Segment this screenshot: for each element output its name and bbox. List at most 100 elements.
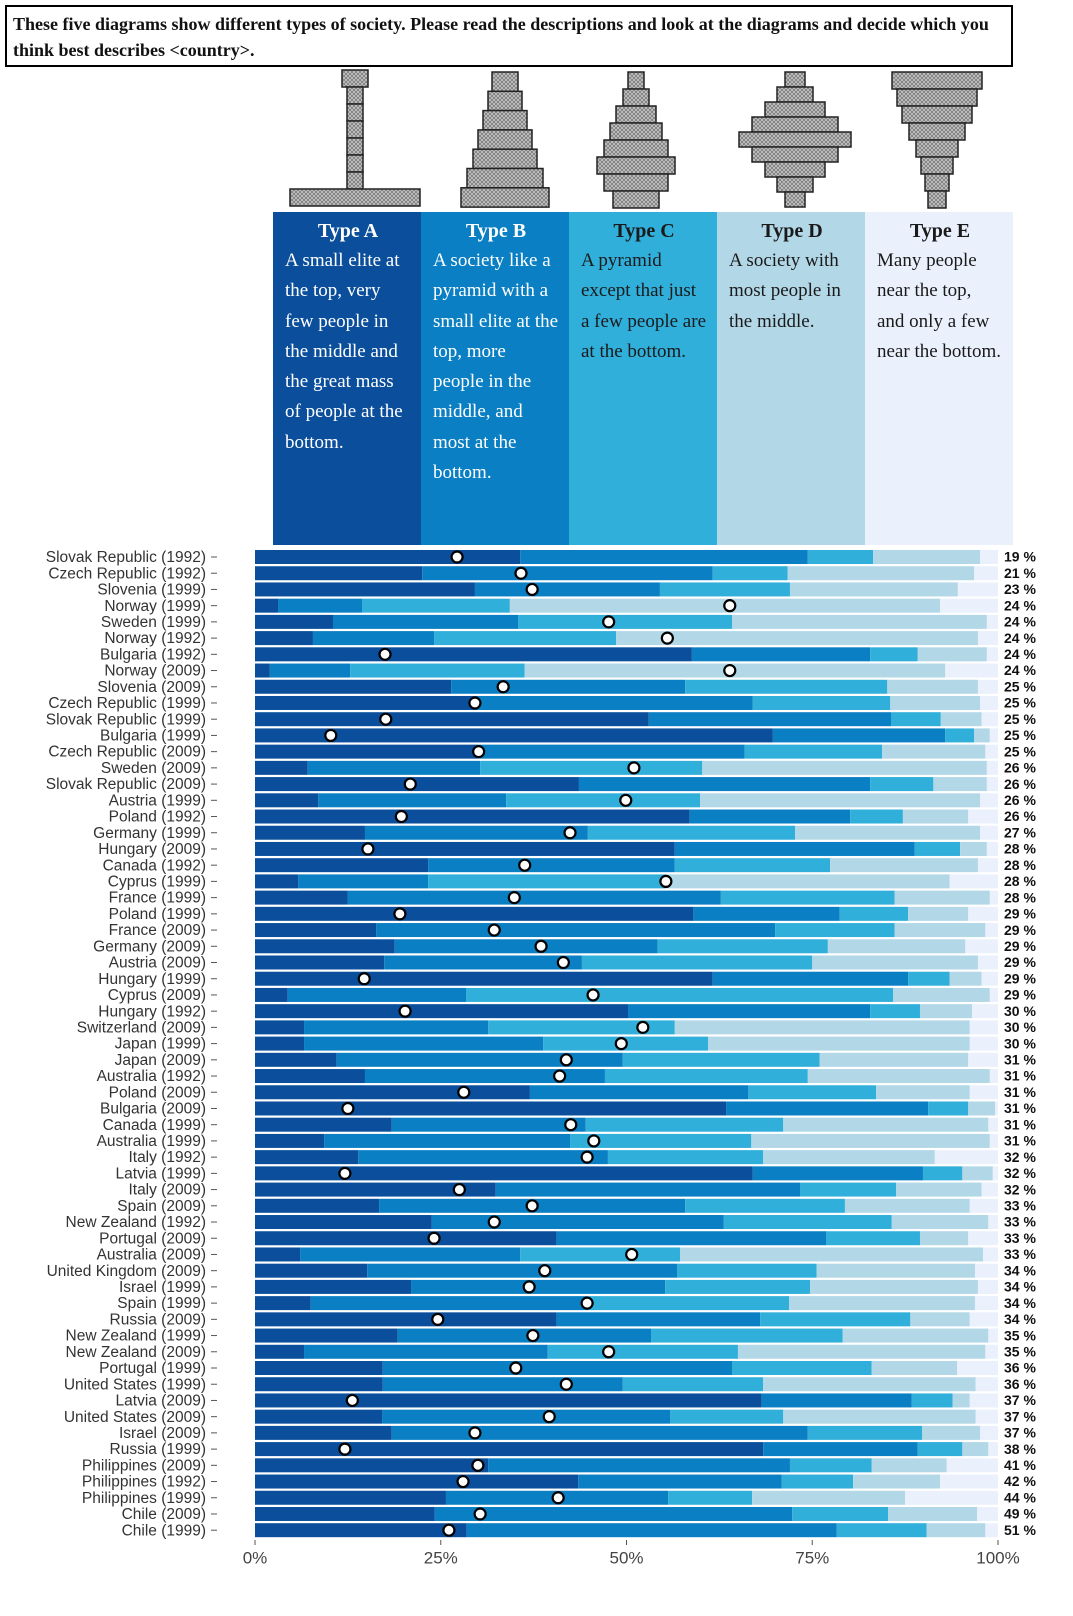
bar-segment: [689, 809, 851, 824]
bar-segment: [957, 1361, 998, 1375]
bar-segment: [732, 614, 987, 629]
bar-segment: [255, 582, 475, 597]
bar-segment: [587, 1296, 790, 1311]
marker: [473, 1507, 487, 1521]
bar-segment: [255, 1377, 383, 1392]
marker: [525, 582, 539, 597]
bar-segment: [495, 1182, 801, 1197]
bar-segment: [674, 841, 915, 856]
bar-segment: [853, 1474, 941, 1489]
bar-segment: [974, 1296, 998, 1311]
bar-segment: [255, 1328, 398, 1343]
marker: [324, 728, 338, 743]
bar-segment: [255, 971, 713, 986]
marker: [660, 631, 674, 645]
marker: [723, 663, 737, 678]
bar-segment: [871, 1361, 958, 1375]
bar-segment: [474, 582, 660, 597]
bar-segment: [888, 1506, 978, 1521]
marker: [619, 793, 633, 807]
right-label: 37 %: [1004, 1392, 1036, 1408]
row-label: Australia (2009): [97, 1247, 206, 1264]
type-description: A small elite at the top, very few peopl…: [285, 250, 403, 453]
marker: [338, 1442, 352, 1456]
bar-segment: [674, 1020, 970, 1035]
bar-segment: [255, 1069, 365, 1084]
bar-segment: [812, 955, 978, 970]
bar-segment: [752, 695, 891, 710]
bar-segment: [255, 793, 319, 808]
bar-segment: [627, 1004, 871, 1019]
bar-segment: [578, 1474, 782, 1489]
right-label: 28 %: [1004, 873, 1036, 889]
bar-segment: [255, 1409, 383, 1424]
right-label: 37 %: [1004, 1408, 1036, 1424]
type-box: Type D A society with most people in the …: [717, 212, 865, 545]
x-tick-label: 75%: [795, 1548, 829, 1567]
pyramid-layer: [924, 173, 950, 192]
bar-segment: [659, 582, 790, 597]
bar-segment: [677, 1263, 817, 1278]
bar-segment: [451, 679, 686, 694]
bar-segment: [986, 777, 998, 792]
marker: [602, 615, 616, 629]
row-label: Italy (1992): [128, 1149, 206, 1166]
row-label: Philippines (1992): [82, 1474, 206, 1491]
bar-segment: [760, 1312, 911, 1327]
right-label: 30 %: [1004, 1003, 1036, 1019]
right-label: 26 %: [1004, 808, 1036, 824]
bar-segment: [255, 1052, 337, 1067]
bar-segment: [431, 1215, 724, 1230]
marker: [559, 1053, 573, 1067]
bar-segment: [304, 1020, 489, 1035]
bar-segment: [986, 841, 998, 856]
type-description: Many people near the top, and only a few…: [877, 250, 1001, 362]
bar-segment: [581, 955, 813, 970]
row-label: Australia (1992): [97, 1068, 206, 1085]
bar-segment: [945, 663, 998, 678]
pyramid-layer: [915, 139, 959, 158]
bar-segment: [789, 582, 958, 597]
right-label: 28 %: [1004, 841, 1036, 857]
bar-segment: [255, 1101, 727, 1116]
right-label: 34 %: [1004, 1295, 1036, 1311]
right-label: 24 %: [1004, 646, 1036, 662]
marker: [471, 1458, 485, 1472]
bar-segment: [980, 1425, 998, 1440]
bar-segment: [367, 1263, 678, 1278]
bar-segment: [807, 1425, 923, 1440]
marker: [518, 858, 532, 872]
bar-segment: [668, 1490, 753, 1505]
bar-segment: [255, 1166, 753, 1181]
pyramid-layer: [784, 191, 806, 208]
bar-segment: [607, 1150, 764, 1165]
bar-segment: [940, 598, 998, 613]
pyramid-layer: [908, 122, 966, 141]
marker: [378, 647, 392, 661]
bar-segment: [830, 858, 978, 873]
bar-segment: [255, 1263, 368, 1278]
bar-segment: [255, 1182, 496, 1197]
bar-segment: [278, 598, 362, 613]
bar-segment: [989, 890, 998, 905]
right-label: 24 %: [1004, 662, 1036, 678]
marker: [338, 1166, 352, 1180]
marker: [538, 1264, 552, 1278]
bar-segment: [255, 663, 270, 678]
row-label: Norway (2009): [104, 663, 206, 680]
bar-segment: [908, 906, 969, 921]
marker: [472, 745, 486, 759]
bar-segment: [255, 614, 334, 629]
row-label: Sweden (1999): [101, 614, 206, 631]
bar-segment: [255, 1344, 305, 1359]
bar-segment: [434, 1506, 793, 1521]
pyramid-layer: [609, 122, 663, 141]
question: These five diagrams show different types…: [5, 5, 1013, 67]
bar-segment: [969, 1198, 998, 1213]
bar-segment: [919, 1004, 972, 1019]
bar-segment: [307, 760, 481, 775]
pyramid-layer: [612, 190, 660, 209]
bar-segment: [665, 874, 950, 889]
bar-segment: [364, 825, 588, 840]
row-label: Germany (2009): [93, 938, 206, 955]
